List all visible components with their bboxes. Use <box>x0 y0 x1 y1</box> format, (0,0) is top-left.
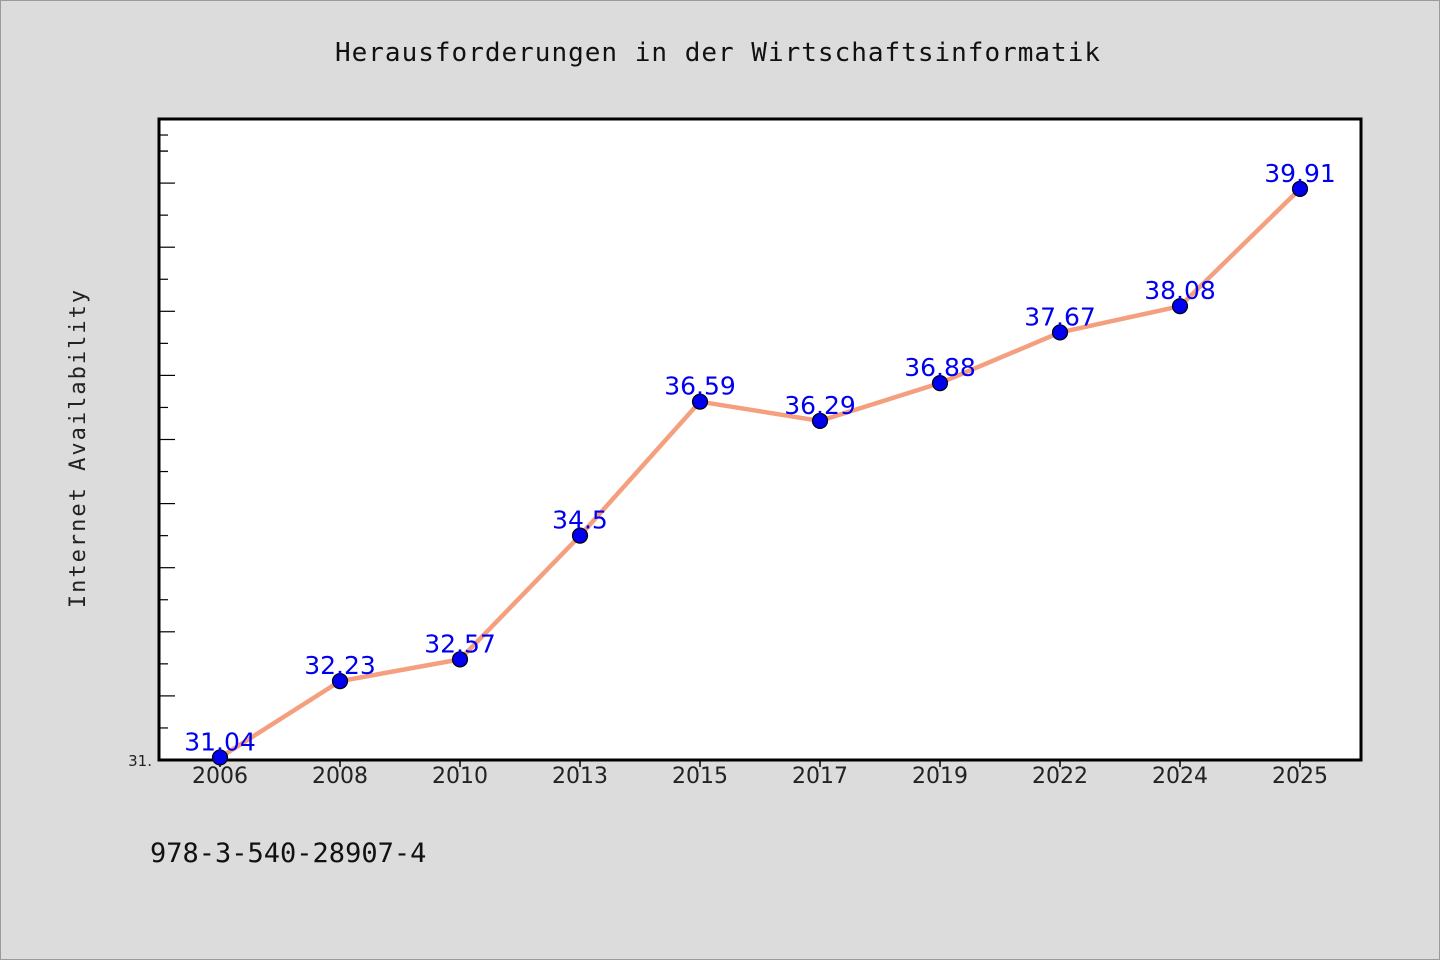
data-label: 31.04 <box>184 727 256 756</box>
data-label: 36.88 <box>904 353 976 382</box>
data-labels-group: 31.04 32.23 32.57 34.5 36.59 36.29 36.88 37.67 3… <box>184 159 1336 757</box>
x-tick-label: 2017 <box>792 764 848 789</box>
data-label: 36.29 <box>784 391 856 420</box>
data-point <box>1171 298 1189 315</box>
series-line <box>217 186 1303 760</box>
data-point <box>211 749 229 766</box>
data-point <box>451 651 469 668</box>
data-point <box>1051 324 1069 341</box>
y-axis-min-label: 31. <box>128 752 152 770</box>
data-label: 32.23 <box>304 651 376 680</box>
y-axis-ticks <box>159 134 175 729</box>
x-tick-label: 2015 <box>672 764 728 789</box>
data-label: 34.5 <box>552 506 608 535</box>
x-axis-tick-labels: 2006 2008 2010 2013 2015 2017 2019 2022 2024 2025 <box>192 764 1328 789</box>
series-markers-group <box>211 180 1309 766</box>
data-label: 36.59 <box>664 372 736 401</box>
data-label: 38.08 <box>1144 276 1216 305</box>
x-tick-label: 2022 <box>1032 764 1088 789</box>
data-label: 39.91 <box>1264 159 1336 188</box>
data-point <box>1291 180 1309 197</box>
series-line-group <box>217 186 1303 760</box>
data-point <box>931 374 949 392</box>
data-point <box>811 412 829 430</box>
data-point <box>571 527 589 544</box>
x-tick-label: 2010 <box>432 764 488 789</box>
x-axis-ticks <box>219 760 1301 767</box>
data-point <box>691 393 709 410</box>
x-tick-label: 2019 <box>912 764 968 789</box>
x-tick-label: 2013 <box>552 764 608 789</box>
x-tick-label: 2025 <box>1272 764 1328 789</box>
footer-isbn: 978-3-540-28907-4 <box>150 838 426 869</box>
data-label: 37.67 <box>1024 302 1096 331</box>
x-tick-label: 2008 <box>312 764 368 789</box>
data-label: 32.57 <box>424 629 496 658</box>
chart-title: Herausforderungen in der Wirtschaftsinfo… <box>335 38 1101 68</box>
y-axis-label: Internet Availability <box>66 288 91 608</box>
x-tick-label: 2006 <box>192 764 248 789</box>
data-point <box>331 673 349 690</box>
plot-area <box>157 117 1363 762</box>
x-tick-label: 2024 <box>1152 764 1208 789</box>
